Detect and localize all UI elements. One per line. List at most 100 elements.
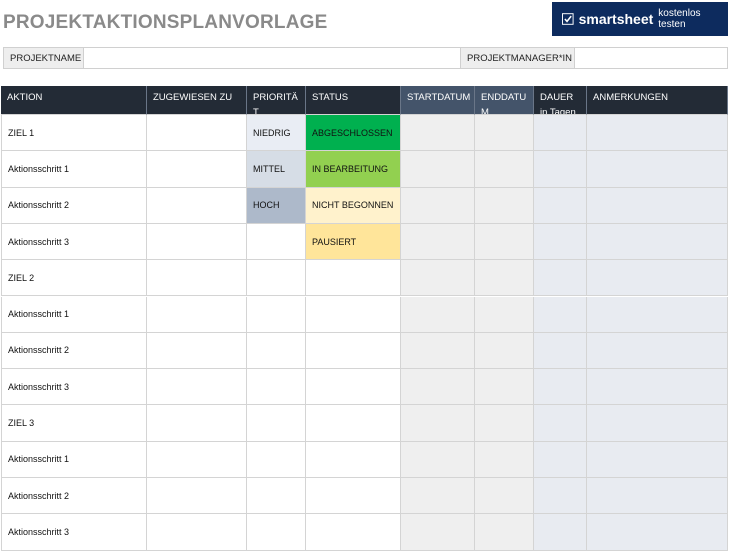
table-cell xyxy=(475,187,534,224)
table-cell: MITTEL xyxy=(247,151,306,188)
table-cell xyxy=(401,514,475,551)
table-cell xyxy=(534,514,587,551)
table-cell xyxy=(401,296,475,333)
table-cell xyxy=(401,441,475,478)
table-cell xyxy=(306,296,401,333)
table-cell: Aktionsschritt 2 xyxy=(1,187,147,224)
table-cell xyxy=(401,187,475,224)
table-cell xyxy=(247,514,306,551)
table-cell xyxy=(401,405,475,442)
manager-field[interactable] xyxy=(574,47,728,69)
table-cell: Aktionsschritt 1 xyxy=(1,441,147,478)
table-cell xyxy=(587,223,728,261)
table-cell xyxy=(247,441,306,478)
header-label: ANMERKUNGEN xyxy=(593,92,668,103)
column-header: ANMERKUNGEN xyxy=(587,86,728,115)
table-cell xyxy=(475,151,534,188)
table-cell xyxy=(534,441,587,478)
smartsheet-logo[interactable]: smartsheet kostenlos testen xyxy=(552,2,728,36)
logo-brand: smartsheet xyxy=(578,11,654,27)
column-header: ENDDATUM xyxy=(475,86,534,115)
table-cell xyxy=(306,405,401,442)
table-cell xyxy=(147,187,247,224)
table-cell xyxy=(587,296,728,333)
table-cell xyxy=(475,478,534,515)
table-cell: PAUSIERT xyxy=(306,223,401,261)
manager-label: PROJEKTMANAGER*IN xyxy=(460,47,575,69)
table-cell xyxy=(147,405,247,442)
table-cell xyxy=(306,441,401,478)
table-cell: ABGESCHLOSSEN xyxy=(306,115,401,152)
table-cell xyxy=(247,369,306,406)
table-cell xyxy=(401,369,475,406)
column-header: PRIORITÄT xyxy=(247,86,306,115)
table-cell: Aktionsschritt 3 xyxy=(1,369,147,406)
table-cell xyxy=(475,115,534,152)
table-cell xyxy=(147,115,247,152)
table-cell: Aktionsschritt 1 xyxy=(1,151,147,188)
column-header: ZUGEWIESEN ZU xyxy=(147,86,247,115)
table-cell xyxy=(534,187,587,224)
table-cell xyxy=(534,296,587,333)
table-cell xyxy=(247,223,306,261)
table-cell xyxy=(534,332,587,370)
project-name-field[interactable] xyxy=(83,47,461,69)
table-cell xyxy=(534,115,587,152)
table-cell: Aktionsschritt 2 xyxy=(1,478,147,515)
column-header: AKTION xyxy=(1,86,147,115)
table-cell xyxy=(401,223,475,261)
table-cell: NIEDRIG xyxy=(247,115,306,152)
table-cell xyxy=(534,478,587,515)
table-cell xyxy=(147,332,247,370)
table-cell: Aktionsschritt 3 xyxy=(1,223,147,261)
table-cell xyxy=(534,151,587,188)
logo-cta: kostenlos testen xyxy=(658,8,701,30)
table-cell xyxy=(475,223,534,261)
table-cell xyxy=(147,260,247,297)
table-cell: HOCH xyxy=(247,187,306,224)
table-cell xyxy=(401,478,475,515)
table-cell: ZIEL 2 xyxy=(1,260,147,297)
table-cell xyxy=(587,260,728,297)
table-cell xyxy=(247,405,306,442)
column-header: DAUER in Tagen xyxy=(534,86,587,115)
column-header: STATUS xyxy=(306,86,401,115)
table-cell xyxy=(401,260,475,297)
header-label: STATUS xyxy=(312,92,349,103)
table-cell xyxy=(587,187,728,224)
table-cell xyxy=(475,332,534,370)
table-cell: ZIEL 1 xyxy=(1,115,147,152)
table-cell xyxy=(587,514,728,551)
table-cell xyxy=(247,260,306,297)
table-cell xyxy=(306,332,401,370)
table-cell xyxy=(147,478,247,515)
table-cell xyxy=(247,478,306,515)
table-cell: Aktionsschritt 2 xyxy=(1,332,147,370)
header-label: DAUER xyxy=(540,92,574,103)
column-header: STARTDATUM xyxy=(401,86,475,115)
table-cell xyxy=(475,514,534,551)
table-cell xyxy=(475,369,534,406)
table-cell xyxy=(306,260,401,297)
table-cell xyxy=(587,405,728,442)
header-label: AKTION xyxy=(7,92,43,103)
table-cell: IN BEARBEITUNG xyxy=(306,151,401,188)
table-cell xyxy=(475,405,534,442)
table-cell xyxy=(247,332,306,370)
header-label: ZUGEWIESEN ZU xyxy=(153,92,233,103)
table-cell xyxy=(147,223,247,261)
logo-icon xyxy=(562,13,574,25)
table-cell xyxy=(587,369,728,406)
table-cell xyxy=(401,332,475,370)
table-cell: Aktionsschritt 1 xyxy=(1,296,147,333)
table-cell xyxy=(401,151,475,188)
table-cell xyxy=(587,332,728,370)
table-cell xyxy=(306,514,401,551)
table-cell xyxy=(147,441,247,478)
table-cell: Aktionsschritt 3 xyxy=(1,514,147,551)
table-cell xyxy=(534,369,587,406)
header-sublabel: in Tagen xyxy=(540,107,576,115)
table-cell xyxy=(587,478,728,515)
table-cell xyxy=(587,115,728,152)
